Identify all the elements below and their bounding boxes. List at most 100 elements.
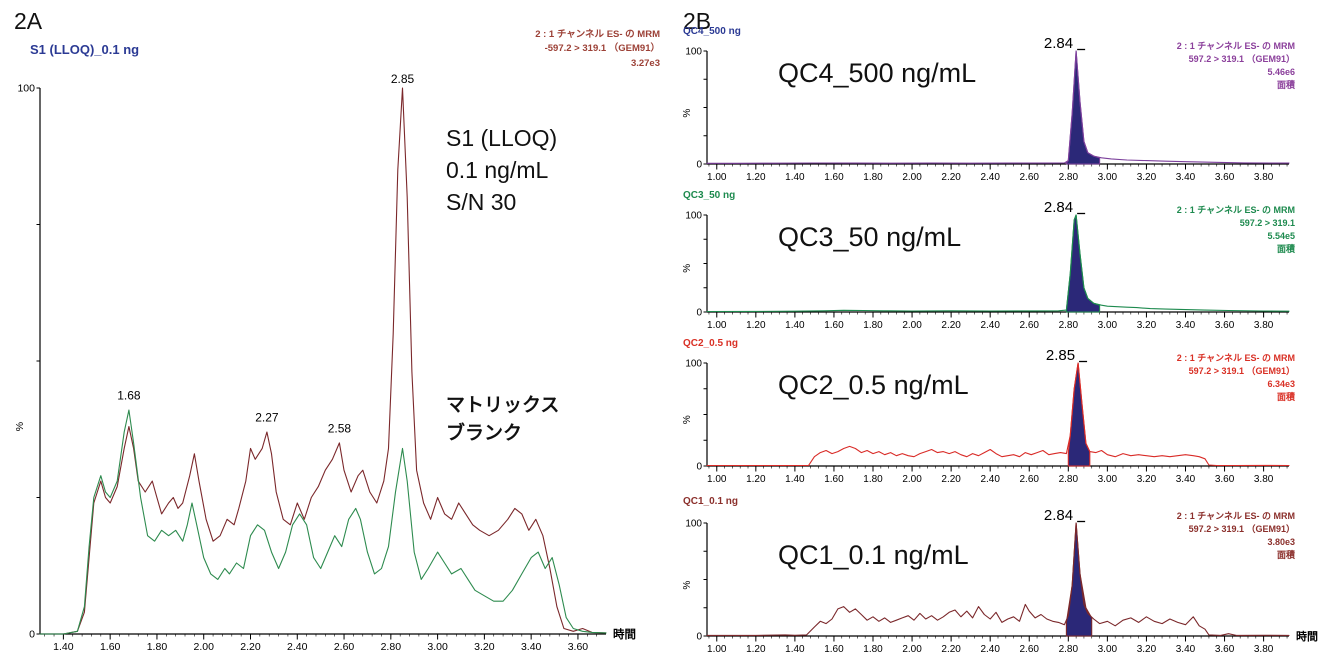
qc3-strip: QC3_50 ng 2 : 1 チャンネル ES- の MRM 597.2 > …: [682, 190, 1333, 332]
svg-text:2.80: 2.80: [1059, 172, 1079, 183]
svg-text:2.84: 2.84: [1044, 35, 1073, 52]
svg-text:1.20: 1.20: [746, 320, 766, 331]
qc3-concentration-label: QC3_50 ng/mL: [778, 222, 962, 252]
svg-text:0: 0: [696, 308, 702, 319]
svg-text:3.60: 3.60: [1215, 474, 1235, 485]
svg-text:2.60: 2.60: [1020, 644, 1040, 655]
qc1-chromatogram: 1.00 1.20 1.40 1.60 1.80 2.00 2.20 2.40 2.60 2.80…: [682, 507, 1333, 670]
svg-text:3.40: 3.40: [1176, 172, 1196, 183]
channel-info-line: 2 : 1 チャンネル ES- の MRM: [1176, 353, 1295, 363]
channel-info-line: 6.34e3: [1267, 379, 1295, 390]
channel-info-line: 2 : 1 チャンネル ES- の MRM: [1176, 205, 1295, 215]
qc2-chromatogram: 1.00 1.20 1.40 1.60 1.80 2.00 2.20 2.40 2.60 2.80…: [682, 347, 1333, 486]
svg-text:3.80: 3.80: [1254, 644, 1274, 655]
panel-2a-header: 2A: [14, 8, 43, 34]
svg-text:3.40: 3.40: [1176, 644, 1196, 655]
svg-text:100: 100: [685, 519, 702, 530]
qc2-concentration-label: QC2_0.5 ng/mL: [778, 370, 969, 400]
svg-text:1.00: 1.00: [707, 644, 727, 655]
svg-text:%: %: [682, 264, 693, 273]
channel-info-line: 2 : 1 チャンネル ES- の MRM: [535, 29, 660, 40]
svg-text:3.00: 3.00: [1098, 320, 1118, 331]
qc3-trace-title: QC3_50 ng: [683, 190, 736, 201]
panel-2a-sample-annotation: S1 (LLOQ) 0.1 ng/mL S/N 30: [446, 122, 557, 219]
svg-text:1.68: 1.68: [117, 389, 141, 403]
svg-text:1.20: 1.20: [746, 644, 766, 655]
svg-text:2.40: 2.40: [287, 641, 308, 653]
channel-info-line: 597.2 > 319.1 （GEM91）: [1188, 54, 1295, 65]
qc1-strip: QC1_0.1 ng 2 : 1 チャンネル ES- の MRM 597.2 >…: [682, 496, 1333, 672]
svg-text:2.40: 2.40: [980, 172, 1000, 183]
qc2-trace-title: QC2_0.5 ng: [683, 338, 739, 349]
svg-text:100: 100: [685, 359, 702, 370]
annotation-line: S1 (LLOQ): [446, 125, 558, 151]
channel-info-line: 597.2 > 319.1: [1239, 218, 1295, 229]
svg-text:2.60: 2.60: [1020, 172, 1040, 183]
qc1-concentration-label: QC1_0.1 ng/mL: [778, 540, 969, 570]
channel-info-line: 5.46e6: [1267, 67, 1295, 78]
qc1-trace-title: QC1_0.1 ng: [683, 496, 739, 507]
svg-text:3.20: 3.20: [1137, 474, 1157, 485]
svg-text:2.60: 2.60: [1020, 474, 1040, 485]
svg-text:2.40: 2.40: [980, 474, 1000, 485]
svg-text:2.00: 2.00: [902, 644, 922, 655]
panel-2a-matrix-blank-annotation: マトリックス ブランク: [446, 392, 559, 447]
svg-text:3.20: 3.20: [1137, 644, 1157, 655]
svg-text:100: 100: [685, 47, 702, 58]
svg-text:時間: 時間: [1296, 629, 1318, 643]
qc3-chromatogram: 1.00 1.20 1.40 1.60 1.80 2.00 2.20 2.40 2.60 2.80…: [682, 199, 1333, 332]
svg-text:3.60: 3.60: [568, 641, 589, 653]
svg-text:1.40: 1.40: [785, 474, 805, 485]
svg-text:3.60: 3.60: [1215, 320, 1235, 331]
svg-text:2.80: 2.80: [381, 641, 402, 653]
svg-text:3.60: 3.60: [1215, 172, 1235, 183]
annotation-line: ブランク: [446, 422, 523, 444]
svg-text:0: 0: [696, 632, 702, 643]
svg-text:1.00: 1.00: [707, 172, 727, 183]
svg-text:3.00: 3.00: [1098, 172, 1118, 183]
channel-info-line: -597.2 > 319.1 （GEM91）: [544, 43, 660, 55]
svg-text:3.00: 3.00: [1098, 474, 1118, 485]
channel-info-line: 面積: [1276, 244, 1295, 255]
svg-text:1.00: 1.00: [707, 474, 727, 485]
svg-text:1.80: 1.80: [863, 320, 883, 331]
qc4-trace-title: QC4_500 ng: [683, 26, 741, 37]
svg-text:1.20: 1.20: [746, 474, 766, 485]
svg-text:2.00: 2.00: [194, 641, 215, 653]
svg-text:1.00: 1.00: [707, 320, 727, 331]
svg-text:0: 0: [696, 462, 702, 473]
svg-text:3.40: 3.40: [1176, 474, 1196, 485]
svg-text:2.84: 2.84: [1044, 507, 1073, 524]
annotation-line: 0.1 ng/mL: [446, 157, 549, 184]
svg-text:3.80: 3.80: [1254, 172, 1274, 183]
svg-text:2.20: 2.20: [941, 172, 961, 183]
qc1-channel-info: 2 : 1 チャンネル ES- の MRM 597.2 > 319.1 （GEM…: [1177, 510, 1295, 562]
channel-info-line: 面積: [1276, 80, 1295, 91]
svg-text:%: %: [682, 109, 693, 118]
svg-text:2.84: 2.84: [1044, 199, 1073, 216]
panel-2a-channel-info: 2 : 1 チャンネル ES- の MRM -597.2 > 319.1 （GE…: [535, 28, 660, 71]
channel-info-line: 面積: [1276, 392, 1295, 403]
svg-text:0: 0: [696, 160, 702, 171]
svg-text:3.00: 3.00: [427, 641, 448, 653]
svg-text:2.20: 2.20: [941, 474, 961, 485]
svg-text:3.20: 3.20: [1137, 172, 1157, 183]
svg-text:2.85: 2.85: [1046, 347, 1075, 364]
channel-info-line: 2 : 1 チャンネル ES- の MRM: [1176, 511, 1295, 521]
svg-text:2.00: 2.00: [902, 474, 922, 485]
svg-text:2.20: 2.20: [941, 320, 961, 331]
svg-text:%: %: [14, 422, 26, 431]
svg-text:3.80: 3.80: [1254, 320, 1274, 331]
svg-text:2.20: 2.20: [941, 644, 961, 655]
svg-text:1.60: 1.60: [824, 320, 844, 331]
qc4-strip: QC4_500 ng 2 : 1 チャンネル ES- の MRM 597.2 >…: [682, 26, 1333, 184]
svg-text:1.80: 1.80: [863, 172, 883, 183]
svg-text:1.80: 1.80: [863, 474, 883, 485]
channel-info-line: 597.2 > 319.1 （GEM91）: [1188, 524, 1295, 535]
svg-text:1.60: 1.60: [824, 644, 844, 655]
channel-info-line: 3.80e3: [1267, 537, 1295, 548]
svg-text:0: 0: [29, 629, 35, 641]
svg-text:2.20: 2.20: [240, 641, 261, 653]
panel-2a-trace-title: S1 (LLOQ)_0.1 ng: [30, 42, 140, 57]
svg-text:2.00: 2.00: [902, 172, 922, 183]
